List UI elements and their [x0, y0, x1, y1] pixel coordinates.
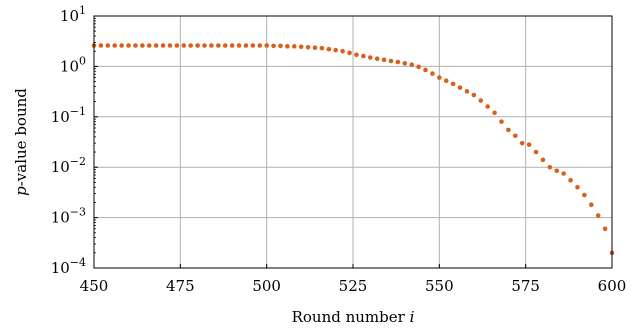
data-point	[236, 43, 242, 48]
data-point	[312, 45, 318, 50]
x-axis-title: Round number i	[292, 308, 415, 326]
data-point	[547, 164, 553, 170]
data-point	[257, 43, 263, 48]
data-point	[492, 110, 497, 116]
data-point	[188, 43, 193, 48]
data-point	[264, 43, 269, 48]
data-point	[595, 213, 601, 218]
data-point	[381, 57, 387, 63]
data-point	[568, 177, 573, 183]
data-point	[160, 43, 166, 48]
data-point	[582, 192, 587, 198]
data-point	[291, 44, 297, 49]
data-point	[388, 58, 394, 64]
data-point	[526, 142, 532, 147]
x-axis: 450 475 500 525 550 575 600	[80, 264, 627, 295]
data-points	[91, 43, 615, 256]
data-point	[298, 44, 304, 50]
data-point	[333, 47, 339, 53]
x-tick-label: 525	[339, 277, 368, 295]
data-point	[250, 43, 256, 48]
y-tick-label: 10−3	[51, 206, 86, 227]
data-point	[119, 43, 124, 48]
data-point	[174, 43, 180, 48]
data-point	[133, 43, 138, 48]
data-point	[140, 43, 145, 48]
x-tick-label: 575	[511, 277, 540, 295]
data-point	[367, 55, 373, 60]
data-point	[402, 61, 408, 66]
data-point	[540, 157, 546, 163]
data-point	[506, 127, 511, 133]
data-point	[271, 43, 276, 49]
data-point	[409, 62, 415, 68]
data-point	[443, 78, 449, 84]
data-point	[533, 149, 539, 155]
y-tick-label: 101	[60, 4, 86, 25]
data-point	[499, 119, 504, 124]
data-point	[305, 44, 311, 50]
x-tick-label: 450	[80, 277, 109, 295]
data-point	[423, 67, 428, 73]
y-tick-label: 10−2	[51, 155, 86, 176]
data-point	[588, 202, 594, 208]
x-tick-label: 600	[598, 277, 627, 295]
y-tick-label: 10−4	[51, 256, 86, 277]
x-tick-label: 500	[252, 277, 281, 295]
data-point	[216, 43, 221, 48]
grid	[93, 15, 613, 269]
y-axis-title: p-value bound	[12, 88, 30, 196]
data-point	[146, 43, 152, 48]
data-point	[450, 81, 456, 87]
data-point	[278, 43, 283, 49]
data-point	[513, 133, 518, 139]
data-point	[126, 43, 131, 48]
data-point	[285, 44, 290, 49]
data-point	[326, 46, 332, 52]
data-point	[222, 43, 228, 48]
y-tick-label: 100	[60, 54, 86, 75]
data-point	[478, 98, 484, 103]
y-tick-label: 10−1	[51, 105, 86, 126]
data-point	[167, 43, 173, 48]
data-point	[602, 226, 608, 232]
data-point	[243, 43, 249, 48]
x-tick-label: 475	[166, 277, 195, 295]
data-point	[229, 43, 235, 48]
data-point	[105, 43, 111, 48]
x-tick-label: 550	[425, 277, 454, 295]
data-point	[485, 104, 490, 109]
data-point	[153, 43, 159, 48]
data-point	[374, 56, 380, 62]
y-axis: 101 100 10−1 10−2 10−3 10−4	[51, 4, 98, 277]
data-point	[347, 50, 352, 56]
data-point	[181, 43, 187, 48]
data-point	[195, 43, 200, 48]
data-point	[561, 171, 566, 176]
data-point	[395, 59, 401, 65]
data-point	[209, 43, 214, 48]
data-point	[354, 52, 359, 58]
data-point	[112, 43, 118, 48]
data-point	[319, 45, 325, 51]
data-point	[340, 48, 345, 54]
data-point	[361, 53, 366, 59]
data-point	[430, 71, 435, 76]
data-point	[98, 43, 104, 48]
data-point	[457, 85, 463, 90]
data-point	[554, 168, 560, 174]
data-point	[437, 75, 442, 80]
data-point	[416, 64, 421, 70]
data-point	[471, 92, 477, 98]
data-point	[464, 89, 470, 94]
data-point	[202, 43, 207, 48]
data-point	[519, 140, 525, 146]
data-point	[575, 184, 580, 190]
